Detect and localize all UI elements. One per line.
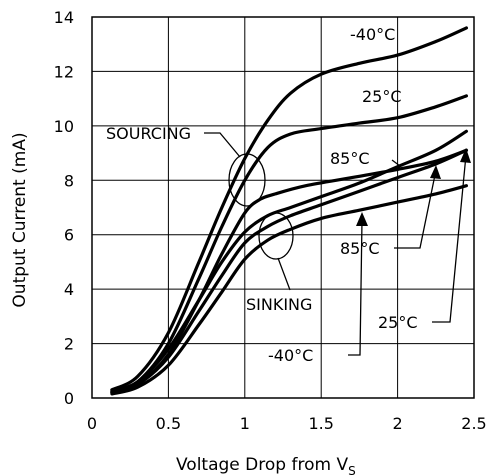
label-sourcing-85: 85°C — [330, 149, 370, 168]
series-line-sourcing-0 — [110, 26, 468, 392]
y-tick-labels: 0 2 4 6 8 10 12 14 — [54, 8, 74, 408]
y-tick-label: 6 — [64, 226, 74, 245]
y-tick-label: 8 — [64, 171, 74, 190]
x-tick-labels: 0 0.5 1 1.5 2 2.5 — [87, 414, 487, 433]
y-tick-label: 14 — [54, 8, 74, 27]
grid-lines — [91, 16, 475, 399]
leader-85-sinking — [394, 169, 437, 249]
leader-25-sinking — [432, 154, 467, 323]
label-sinking-25: 25°C — [378, 313, 418, 332]
x-tick-label: 1 — [240, 414, 250, 433]
y-tick-label: 12 — [54, 62, 74, 81]
arrowhead-85-sinking — [430, 165, 441, 179]
leader-85-sourcing — [391, 159, 401, 167]
plot-frame — [91, 16, 475, 399]
series-line-sourcing-2 — [110, 148, 468, 395]
leader-40-sinking — [348, 219, 363, 356]
y-tick-label: 4 — [64, 280, 74, 299]
label-sourcing-minus40: -40°C — [350, 25, 395, 44]
y-tick-label: 2 — [64, 335, 74, 354]
x-tick-label: 0 — [87, 414, 97, 433]
x-tick-label: 2 — [393, 414, 403, 433]
sinking-ellipse — [258, 212, 294, 260]
label-sinking-minus40: -40°C — [268, 346, 313, 365]
y-tick-label: 10 — [54, 117, 74, 136]
label-sourcing: SOURCING — [106, 124, 191, 143]
label-sinking: SINKING — [246, 295, 312, 314]
x-tick-label: 0.5 — [156, 414, 181, 433]
arrowhead-40-sinking — [356, 212, 368, 226]
y-axis-title: Output Current (mA) — [10, 132, 30, 307]
x-tick-label: 2.5 — [461, 414, 486, 433]
series-curves — [110, 26, 468, 396]
label-sourcing-25: 25°C — [362, 87, 402, 106]
label-sinking-85: 85°C — [340, 239, 380, 258]
x-tick-label: 1.5 — [308, 414, 333, 433]
series-line-sourcing-1 — [110, 94, 468, 393]
x-axis-title: Voltage Drop from VS — [176, 455, 356, 476]
annotations: SOURCING SINKING -40°C 25°C 85°C 85°C 25… — [106, 25, 471, 365]
sourcing-ellipse — [228, 153, 266, 207]
series-line-sinking-4 — [110, 148, 468, 395]
sinking-leader — [277, 257, 291, 291]
arrowhead-25-sinking — [460, 148, 471, 163]
series-line-sinking-5 — [110, 184, 468, 396]
sourcing-leader — [204, 132, 241, 158]
y-tick-label: 0 — [64, 389, 74, 408]
